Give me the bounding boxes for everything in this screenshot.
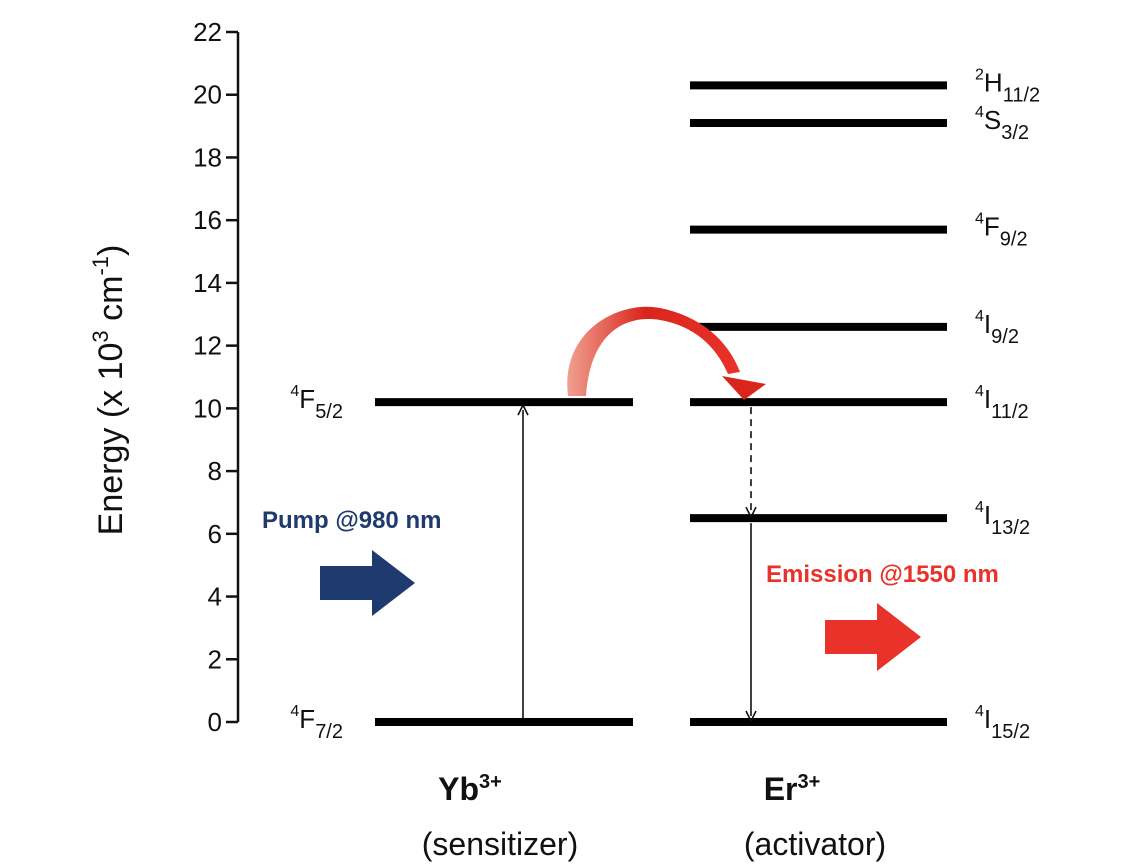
pump-label: Pump @980 nm: [262, 507, 441, 534]
term-multiplicity: 4: [290, 703, 299, 720]
y-axis-label-tail: cm: [92, 276, 130, 331]
energy-transfer-arrowhead: [722, 376, 766, 400]
term-multiplicity: 4: [975, 703, 984, 720]
y-tick-label: 0: [208, 707, 222, 737]
term-j-value: 11/2: [991, 401, 1028, 423]
y-axis-label-main: Energy (x 10: [92, 343, 130, 536]
yb-ion-label: Yb3+: [438, 771, 502, 807]
term-multiplicity: 2: [975, 66, 984, 83]
y-axis-label-sup: 3: [88, 330, 113, 342]
y-axis-ticks: 0 2 4 6 8 10 12 14 16 18 20 22: [193, 17, 238, 737]
er-ion-charge: 3+: [797, 771, 820, 793]
term-symbol: F: [299, 704, 315, 734]
pump-arrow-icon: [320, 550, 415, 616]
level-term-label: 4I9/2: [975, 308, 1019, 348]
y-tick-label: 18: [193, 142, 222, 172]
term-j-value: 15/2: [991, 721, 1030, 743]
term-j-value: 13/2: [991, 517, 1030, 539]
term-multiplicity: 4: [975, 499, 984, 516]
level-term-label: 4I15/2: [975, 703, 1030, 743]
yb-ion-charge: 3+: [479, 771, 502, 793]
emission-arrow-icon: [825, 603, 921, 671]
term-j-value: 9/2: [1000, 229, 1028, 251]
term-j-value: 5/2: [315, 401, 343, 423]
y-tick-label: 6: [208, 519, 222, 549]
er-ion-symbol: Er: [764, 771, 798, 807]
y-axis-label-sup2: -1: [88, 256, 113, 276]
yb-ion-symbol: Yb: [438, 771, 479, 807]
y-axis-label: Energy (x 103 cm-1): [88, 245, 130, 536]
y-tick-label: 14: [193, 268, 222, 298]
level-term-label: 4I13/2: [975, 499, 1030, 539]
y-tick-label: 4: [208, 582, 222, 612]
energy-transfer-curve: [567, 306, 740, 396]
level-term-label: 2H11/2: [975, 66, 1040, 106]
term-multiplicity: 4: [975, 211, 984, 228]
y-tick-label: 22: [193, 17, 222, 47]
yb-role-label: (sensitizer): [422, 826, 578, 862]
term-symbol: I: [984, 704, 991, 734]
emission-label: Emission @1550 nm: [766, 561, 999, 588]
y-tick-label: 20: [193, 80, 222, 110]
term-j-value: 7/2: [315, 721, 343, 743]
y-tick-label: 10: [193, 393, 222, 423]
level-term-label: 4S3/2: [975, 104, 1029, 144]
y-tick-label: 12: [193, 331, 222, 361]
y-tick-label: 2: [208, 644, 222, 674]
term-symbol: H: [984, 67, 1003, 97]
term-symbol: F: [984, 212, 1000, 242]
term-multiplicity: 4: [975, 104, 984, 121]
level-term-label: 4F9/2: [975, 211, 1028, 251]
term-j-value: 11/2: [1003, 84, 1040, 106]
term-multiplicity: 4: [975, 383, 984, 400]
term-j-value: 3/2: [1001, 122, 1029, 144]
term-multiplicity: 4: [290, 383, 299, 400]
level-term-label: 4F7/2: [290, 703, 343, 743]
y-tick-label: 16: [193, 205, 222, 235]
term-symbol: I: [984, 500, 991, 530]
level-term-label: 4F5/2: [290, 383, 343, 423]
term-symbol: I: [984, 309, 991, 339]
term-j-value: 9/2: [991, 326, 1019, 348]
y-axis-label-close: ): [92, 245, 130, 256]
term-multiplicity: 4: [975, 308, 984, 325]
term-symbol: F: [299, 384, 315, 414]
er-role-label: (activator): [744, 826, 886, 862]
term-symbol: S: [984, 105, 1001, 135]
term-symbol: I: [984, 384, 991, 414]
energy-transfer-arrow: [567, 306, 766, 400]
y-tick-label: 8: [208, 456, 222, 486]
level-term-label: 4I11/2: [975, 383, 1029, 423]
er-ion-label: Er3+: [764, 771, 821, 807]
